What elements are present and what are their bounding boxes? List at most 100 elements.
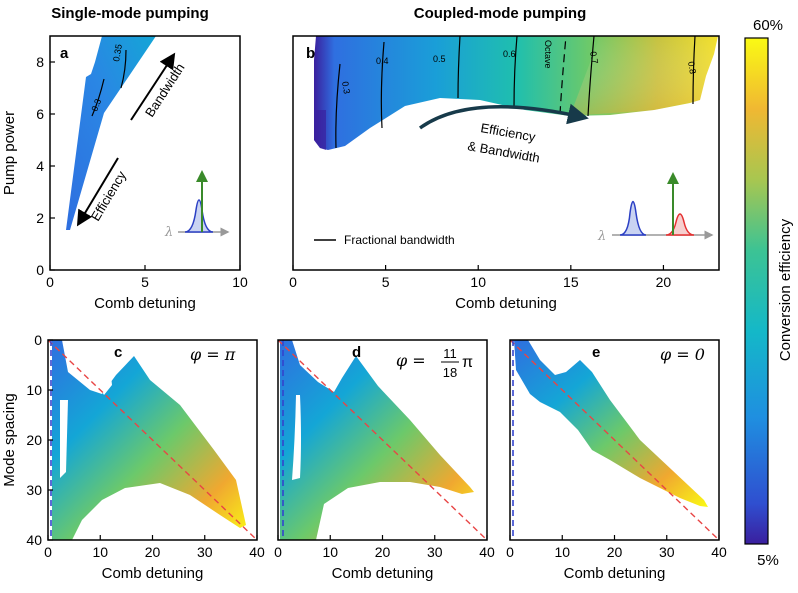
panel-c-phi: φ = π — [190, 345, 236, 364]
panel-c-xlabel: Comb detuning — [102, 565, 204, 582]
panel-b-contour-label-0.3: 0.3 — [340, 81, 352, 95]
colorbar-title: Conversion efficiency — [777, 218, 794, 361]
panel-a-inset-lambda: λ — [164, 225, 173, 240]
panel-a-ylabel: Pump power — [1, 111, 18, 195]
panel-b-axes: 0 5 10 15 20 Comb detuning — [289, 265, 671, 312]
panel-a-region — [66, 36, 156, 230]
panel-b-octave-label: Octave — [543, 40, 553, 69]
panel-c — [47, 339, 258, 541]
panel-b-inset-lambda: λ — [597, 229, 606, 244]
panel-b-contour-0.6 — [513, 35, 518, 109]
panel-a-xtick-label: 10 — [232, 274, 248, 290]
panel-e-xtick-label: 30 — [659, 544, 675, 560]
panel-a-xtick-label: 0 — [46, 274, 54, 290]
panel-d-phi-suffix: π — [462, 354, 473, 371]
panel-e-hole — [530, 340, 564, 372]
panel-b-xtick-label: 0 — [289, 274, 297, 290]
panel-b-contour-label-0.4: 0.4 — [376, 56, 389, 66]
panel-b-contour-label-0.5: 0.5 — [433, 54, 446, 64]
colorbar-max-label: 60% — [753, 17, 783, 34]
panel-d-phi: φ = — [396, 351, 426, 370]
panel-c-hole — [82, 340, 112, 395]
panel-b-xtick-label: 5 — [382, 274, 390, 290]
panel-b-inset-mode-red — [665, 213, 695, 236]
panel-a-contour-0.3 — [91, 78, 105, 117]
panel-c-ytick-label: 30 — [26, 482, 42, 498]
panel-d-xtick-label: 30 — [427, 544, 443, 560]
panel-b-contour-0.3 — [335, 63, 341, 149]
panel-b-legend-label: Fractional bandwidth — [344, 233, 455, 247]
panel-a-ytick-label: 4 — [36, 158, 44, 174]
panel-b-efficiency-arrow — [418, 103, 589, 130]
panel-b-octave-line — [559, 35, 567, 115]
panel-e-label: e — [592, 344, 600, 361]
panel-c-ytick-label: 40 — [26, 532, 42, 548]
panel-a-bandwidth-arrow — [130, 52, 176, 121]
panel-b-label: b — [306, 45, 315, 62]
panel-d-axes: 0 10 20 30 40 Comb detuning — [274, 535, 495, 582]
panel-d-xtick-label: 20 — [375, 544, 391, 560]
panel-e-axes: 0 10 20 30 40 Comb detuning — [506, 535, 727, 582]
panel-a-efficiency-label: Efficiency — [88, 168, 130, 224]
panel-e-dashed-red — [509, 339, 720, 541]
panel-b-contour-label-0.8: 0.8 — [686, 61, 698, 75]
panel-b-region-edge — [314, 110, 326, 150]
panel-a-ytick-label: 2 — [36, 210, 44, 226]
panel-b-xtick-label: 15 — [563, 274, 579, 290]
panel-b-region-warm — [570, 36, 718, 116]
panel-d-dashed-red — [277, 339, 488, 541]
panel-a-axes: 0 5 10 0 2 4 6 8 Comb detuning Pump power — [1, 54, 248, 312]
panel-c-xtick-label: 0 — [44, 544, 52, 560]
title-coupled-mode: Coupled-mode pumping — [414, 5, 586, 22]
panel-b-contour-label-0.7: 0.7 — [588, 51, 600, 65]
panel-d-xtick-label: 10 — [322, 544, 338, 560]
panel-a-xlabel: Comb detuning — [94, 295, 196, 312]
panel-d-xlabel: Comb detuning — [332, 565, 434, 582]
panel-c-gap — [60, 400, 68, 478]
panel-b-inset-mode-blue — [619, 200, 647, 236]
panel-d — [277, 339, 488, 541]
panel-a-contour-label-0.3: 0.3 — [89, 98, 103, 113]
panel-a-contour-label-0.35: 0.35 — [111, 43, 124, 62]
panel-e-region — [514, 340, 708, 507]
panel-b-xtick-label: 10 — [470, 274, 486, 290]
panel-b-xlabel: Comb detuning — [455, 295, 557, 312]
panel-d-label: d — [352, 344, 361, 361]
panel-e-xlabel: Comb detuning — [564, 565, 666, 582]
panel-e-xtick-label: 0 — [506, 544, 514, 560]
panel-a-contour-0.35 — [120, 49, 127, 89]
panel-d-region — [280, 340, 474, 540]
panel-a-ytick-label: 6 — [36, 106, 44, 122]
panel-c-xtick-label: 30 — [197, 544, 213, 560]
panel-d-xtick-label: 0 — [274, 544, 282, 560]
panel-b-contour-0.5 — [457, 35, 461, 99]
colorbar-min-label: 5% — [757, 552, 779, 569]
panel-d-hole — [306, 340, 340, 388]
panel-c-xtick-label: 40 — [249, 544, 265, 560]
panel-b: 0.3 0.4 0.5 0.6 Octave 0.7 0.8 Efficienc… — [314, 35, 718, 247]
panel-a-ytick-label: 0 — [36, 262, 44, 278]
panel-d-phi-numerator: 11 — [443, 346, 457, 361]
panel-e — [509, 339, 720, 541]
panel-a-label: a — [60, 45, 69, 62]
panel-c-dashed-red — [47, 339, 258, 541]
panel-e-xtick-label: 20 — [607, 544, 623, 560]
panel-d-xtick-label: 40 — [479, 544, 495, 560]
panel-c-ytick-label: 20 — [26, 432, 42, 448]
panel-c-label: c — [114, 344, 122, 361]
panel-c-ytick-label: 10 — [26, 382, 42, 398]
panel-a-efficiency-arrow — [76, 157, 119, 227]
panel-c-region — [52, 340, 246, 540]
panel-b-frame — [292, 35, 720, 271]
panel-a-inset-mode — [184, 199, 214, 233]
panel-b-contour-0.4 — [380, 41, 385, 129]
panel-b-contour-label-0.6: 0.6 — [503, 49, 516, 59]
title-single-mode: Single-mode pumping — [51, 5, 209, 22]
panel-c-ytick-label: 0 — [34, 332, 42, 348]
panel-c-ylabel: Mode spacing — [1, 393, 18, 486]
panel-a-xtick-label: 5 — [141, 274, 149, 290]
panel-b-xtick-label: 20 — [656, 274, 672, 290]
panel-e-xtick-label: 10 — [554, 544, 570, 560]
